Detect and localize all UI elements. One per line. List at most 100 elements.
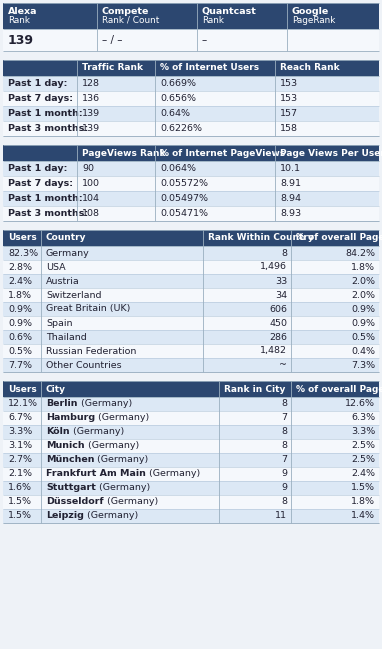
Text: 2.0%: 2.0% <box>351 291 375 299</box>
Text: – / –: – / – <box>102 35 123 45</box>
Bar <box>97 3 197 29</box>
Bar <box>291 246 379 260</box>
Bar <box>219 411 291 425</box>
Text: 139: 139 <box>8 34 34 47</box>
Text: 33: 33 <box>275 276 287 286</box>
Bar <box>3 191 77 206</box>
Bar <box>3 358 41 372</box>
Bar <box>3 230 41 246</box>
Bar <box>291 495 379 509</box>
Text: 8.94: 8.94 <box>280 194 301 203</box>
Text: 3.1%: 3.1% <box>8 441 32 450</box>
Text: 153: 153 <box>280 94 298 103</box>
Bar <box>291 316 379 330</box>
Text: 1,482: 1,482 <box>260 347 287 356</box>
Bar <box>275 145 379 161</box>
Text: Germany: Germany <box>46 249 90 258</box>
Text: 90: 90 <box>82 164 94 173</box>
Text: Russian Federation: Russian Federation <box>46 347 136 356</box>
Text: 0.9%: 0.9% <box>8 319 32 328</box>
Bar <box>77 121 155 136</box>
Text: PageViews Rank: PageViews Rank <box>82 149 165 158</box>
Text: 1.8%: 1.8% <box>351 498 375 506</box>
Text: 3.3%: 3.3% <box>351 428 375 437</box>
Text: (Germany): (Germany) <box>78 400 132 408</box>
Text: 0.64%: 0.64% <box>160 109 190 118</box>
Bar <box>77 206 155 221</box>
Text: Köln: Köln <box>46 428 70 437</box>
Bar <box>291 467 379 481</box>
Bar <box>97 29 197 51</box>
Bar <box>287 29 379 51</box>
Text: 3.3%: 3.3% <box>8 428 32 437</box>
Text: 8: 8 <box>281 441 287 450</box>
Bar <box>3 260 41 274</box>
Text: 450: 450 <box>269 319 287 328</box>
Text: Rank / Count: Rank / Count <box>102 16 159 25</box>
Bar <box>3 106 77 121</box>
Bar <box>3 330 41 344</box>
Text: 0.5%: 0.5% <box>8 347 32 356</box>
Text: 1.5%: 1.5% <box>8 511 32 520</box>
Text: Spain: Spain <box>46 319 73 328</box>
Bar <box>275 91 379 106</box>
Bar <box>203 302 291 316</box>
Text: 34: 34 <box>275 291 287 299</box>
Text: Austria: Austria <box>46 276 80 286</box>
Bar <box>287 3 379 29</box>
Text: (Germany): (Germany) <box>94 456 149 465</box>
Text: 0.9%: 0.9% <box>351 319 375 328</box>
Text: Past 3 months:: Past 3 months: <box>8 124 88 133</box>
Text: 9: 9 <box>281 469 287 478</box>
Text: Country: Country <box>46 234 86 243</box>
Text: 82.3%: 82.3% <box>8 249 38 258</box>
Bar <box>3 91 77 106</box>
Bar <box>275 60 379 76</box>
Text: 9: 9 <box>281 484 287 493</box>
Text: City: City <box>46 384 66 393</box>
Text: 157: 157 <box>280 109 298 118</box>
Text: 1,496: 1,496 <box>260 262 287 271</box>
Bar <box>41 260 203 274</box>
Bar <box>155 76 275 91</box>
Bar <box>3 481 41 495</box>
Text: 0.4%: 0.4% <box>351 347 375 356</box>
Bar <box>41 481 219 495</box>
Text: Frankfurt Am Main: Frankfurt Am Main <box>46 469 146 478</box>
Text: Berlin: Berlin <box>46 400 78 408</box>
Text: USA: USA <box>46 262 66 271</box>
Bar <box>3 467 41 481</box>
Bar <box>41 411 219 425</box>
Text: % of overall PageViews: % of overall PageViews <box>296 234 382 243</box>
Bar <box>291 288 379 302</box>
Bar <box>155 106 275 121</box>
Text: Past 1 month:: Past 1 month: <box>8 109 83 118</box>
Bar <box>41 316 203 330</box>
Text: Great Britain (UK): Great Britain (UK) <box>46 304 130 313</box>
Text: Traffic Rank: Traffic Rank <box>82 64 143 73</box>
Text: Page Views Per User: Page Views Per User <box>280 149 382 158</box>
Bar <box>77 76 155 91</box>
Bar <box>77 191 155 206</box>
Text: 0.6%: 0.6% <box>8 332 32 341</box>
Bar <box>291 260 379 274</box>
Text: 84.2%: 84.2% <box>345 249 375 258</box>
Text: 2.4%: 2.4% <box>351 469 375 478</box>
Bar <box>219 453 291 467</box>
Text: Düsseldorf: Düsseldorf <box>46 498 104 506</box>
Text: (Germany): (Germany) <box>70 428 124 437</box>
Bar <box>41 246 203 260</box>
Text: 11: 11 <box>275 511 287 520</box>
Bar <box>3 316 41 330</box>
Bar <box>3 302 41 316</box>
Text: Compete: Compete <box>102 7 149 16</box>
Bar <box>3 246 41 260</box>
Text: 12.6%: 12.6% <box>345 400 375 408</box>
Bar <box>155 91 275 106</box>
Text: 7.7%: 7.7% <box>8 360 32 369</box>
Text: % of Internet PageViews: % of Internet PageViews <box>160 149 285 158</box>
Text: Thailand: Thailand <box>46 332 87 341</box>
Bar <box>77 161 155 176</box>
Text: Other Countries: Other Countries <box>46 360 121 369</box>
Bar <box>155 60 275 76</box>
